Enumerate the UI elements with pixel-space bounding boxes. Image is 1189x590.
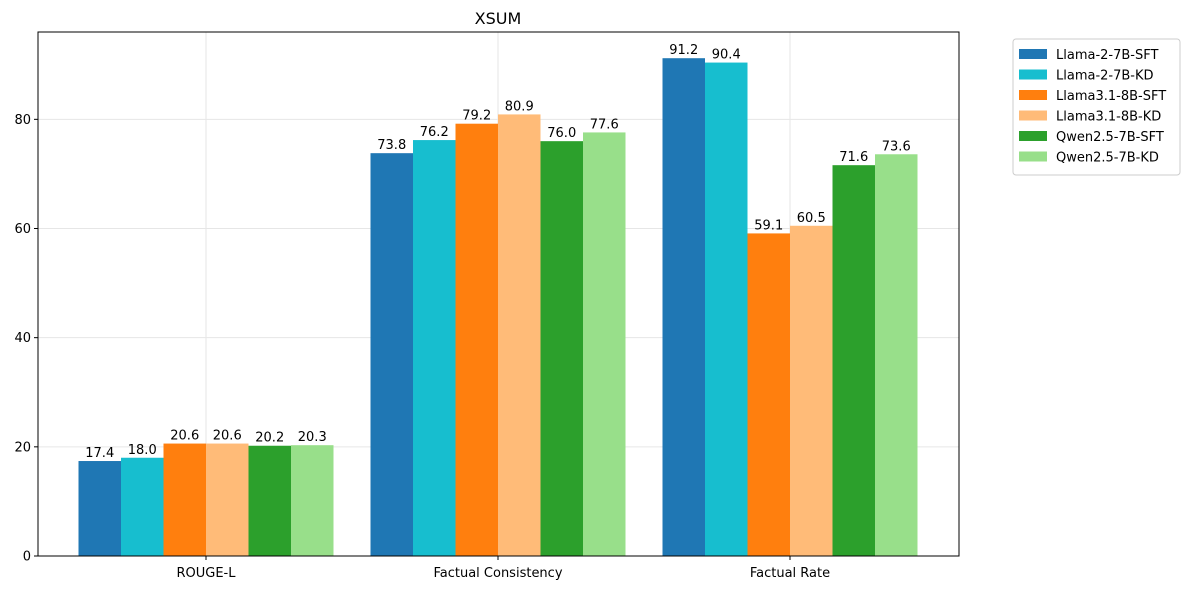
data-label: 73.6 bbox=[882, 139, 911, 154]
data-label: 76.0 bbox=[547, 126, 576, 141]
axes: 0 20 40 60 80 ROUGE-L Factual Consistency Factu… bbox=[14, 31, 960, 581]
bar bbox=[705, 62, 748, 557]
bar bbox=[832, 165, 875, 556]
data-label: 73.8 bbox=[377, 138, 406, 153]
legend-swatch bbox=[1019, 110, 1047, 121]
bar bbox=[540, 141, 583, 556]
bar bbox=[455, 123, 498, 556]
legend: Llama-2-7B-SFT Llama-2-7B-KD Llama3.1-8B-S… bbox=[1012, 38, 1181, 176]
bar bbox=[790, 225, 833, 557]
x-tick-label: ROUGE-L bbox=[176, 566, 236, 581]
legend-box bbox=[1012, 38, 1181, 176]
legend-label: Llama-2-7B-KD bbox=[1056, 69, 1154, 84]
legend-swatch bbox=[1019, 90, 1047, 100]
bar bbox=[875, 154, 918, 556]
y-tick-label: 20 bbox=[14, 440, 31, 455]
legend-swatch bbox=[1019, 69, 1047, 80]
data-label: 80.9 bbox=[505, 99, 534, 114]
y-tick-label: 80 bbox=[14, 113, 31, 128]
data-label: 17.4 bbox=[85, 446, 114, 461]
data-label: 18.0 bbox=[128, 443, 157, 458]
bar bbox=[747, 233, 790, 556]
data-label: 91.2 bbox=[669, 43, 698, 58]
bar bbox=[662, 58, 705, 556]
x-tick-label: Factual Rate bbox=[750, 566, 830, 581]
bar bbox=[206, 443, 249, 556]
data-label: 20.6 bbox=[213, 429, 242, 444]
legend-label: Llama3.1-8B-SFT bbox=[1056, 89, 1166, 104]
data-label: 71.6 bbox=[839, 150, 868, 165]
bar bbox=[583, 132, 626, 556]
data-labels: 17.4 73.8 91.2 18.0 76.2 90.4 20.6 79.2 59.1 20.6… bbox=[85, 43, 910, 461]
data-label: 59.1 bbox=[754, 218, 783, 233]
y-tick-label: 0 bbox=[23, 550, 31, 565]
chart-title: XSUM bbox=[475, 9, 522, 28]
data-label: 20.3 bbox=[298, 430, 327, 445]
y-tick-label: 40 bbox=[14, 331, 31, 346]
bars bbox=[78, 58, 918, 557]
y-tick-label: 60 bbox=[14, 222, 31, 237]
data-label: 76.2 bbox=[420, 125, 449, 140]
data-label: 79.2 bbox=[462, 109, 491, 124]
legend-label: Qwen2.5-7B-SFT bbox=[1056, 130, 1164, 145]
bar bbox=[370, 153, 413, 557]
bar bbox=[248, 445, 291, 556]
bar bbox=[163, 443, 206, 556]
bar bbox=[121, 457, 164, 556]
legend-label: Qwen2.5-7B-KD bbox=[1056, 151, 1159, 166]
legend-swatch bbox=[1019, 131, 1047, 141]
data-label: 20.6 bbox=[170, 429, 199, 444]
data-label: 90.4 bbox=[712, 48, 741, 63]
bar bbox=[413, 140, 456, 556]
x-tick-label: Factual Consistency bbox=[433, 566, 562, 581]
bar bbox=[498, 114, 541, 556]
legend-label: Llama-2-7B-SFT bbox=[1056, 48, 1158, 63]
legend-label: Llama3.1-8B-KD bbox=[1056, 110, 1161, 125]
legend-swatch bbox=[1019, 151, 1047, 162]
bar bbox=[78, 461, 121, 556]
bar bbox=[291, 445, 334, 556]
data-label: 77.6 bbox=[590, 117, 619, 132]
legend-swatch bbox=[1019, 49, 1047, 59]
data-label: 60.5 bbox=[797, 211, 826, 226]
data-label: 20.2 bbox=[255, 431, 284, 446]
